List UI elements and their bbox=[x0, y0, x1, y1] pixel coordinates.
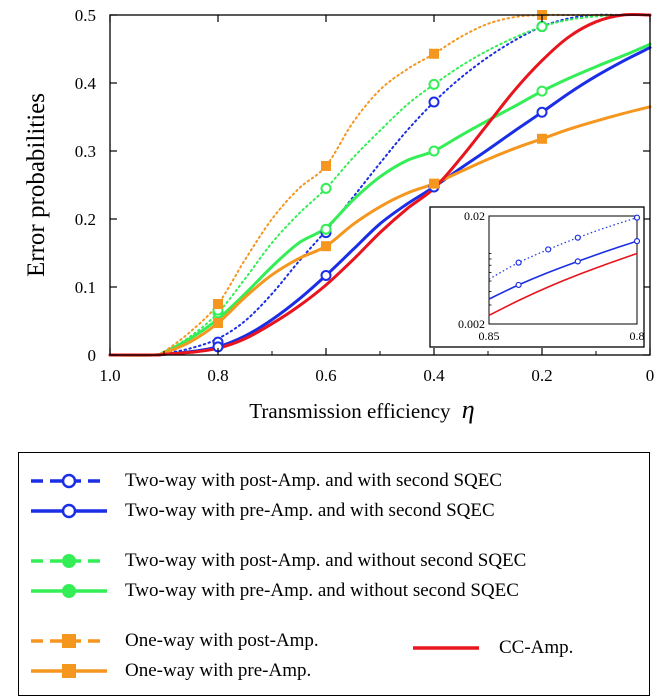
legend-swatch bbox=[31, 473, 107, 489]
inset-data-point bbox=[515, 259, 522, 266]
series-line-cc-amp bbox=[108, 13, 652, 357]
y-tick-label: 0 bbox=[88, 346, 97, 365]
inset-y-tick-label: 0.02 bbox=[464, 209, 485, 223]
x-tick-label: 0 bbox=[646, 366, 655, 385]
series-line-two-way-with-post-amp-and-with-second-sqec bbox=[109, 13, 651, 357]
legend-label: Two-way with post-Amp. and without secon… bbox=[125, 550, 527, 571]
x-tick-label: 1.0 bbox=[99, 366, 120, 385]
legend-item-one-way-pre-amp: One-way with pre-Amp. bbox=[27, 659, 327, 683]
inset-data-point bbox=[545, 246, 552, 253]
legend-label: One-way with post-Amp. bbox=[125, 630, 319, 651]
series-line-two-way-with-post-amp-and-without-second-sqec bbox=[109, 13, 651, 357]
data-point bbox=[536, 106, 548, 118]
inset-data-point bbox=[574, 234, 581, 241]
x-axis-label-symbol: η bbox=[462, 395, 475, 424]
data-point bbox=[320, 269, 332, 281]
legend-label: CC-Amp. bbox=[499, 637, 574, 658]
data-point bbox=[537, 133, 547, 144]
series-layer bbox=[108, 13, 652, 357]
data-point bbox=[536, 85, 548, 97]
inset-series-line-cc-amp bbox=[488, 252, 638, 317]
legend-swatch bbox=[31, 664, 107, 678]
y-tick-label: 0.1 bbox=[75, 278, 96, 297]
data-point bbox=[428, 78, 440, 90]
x-tick-label: 0.4 bbox=[423, 366, 445, 385]
y-tick-label: 0.5 bbox=[75, 6, 96, 25]
legend-label: Two-way with pre-Amp. and without second… bbox=[125, 580, 519, 601]
markers-layer bbox=[212, 10, 548, 353]
legend-swatch bbox=[31, 584, 107, 598]
legend-swatch bbox=[31, 503, 107, 519]
data-point bbox=[213, 299, 223, 309]
data-point bbox=[321, 241, 331, 252]
data-point bbox=[320, 223, 332, 235]
error-probability-chart: 1.0 0.8 0.6 0.4 0.2 0 0 0.1 0.2 0.3 0.4 0.5 Error p… bbox=[23, 6, 655, 424]
inset-ticks-layer: 0.85 0.8 0.02 0.002 bbox=[458, 209, 645, 343]
inset-data-point bbox=[515, 281, 522, 289]
legend: Two-way with post-Amp. and with second S… bbox=[18, 452, 650, 696]
inset-data-point bbox=[633, 238, 641, 245]
inset-x-tick-label: 0.8 bbox=[630, 329, 645, 343]
inset-frame bbox=[488, 215, 638, 325]
ticks-layer: 1.0 0.8 0.6 0.4 0.2 0 0 0.1 0.2 0.3 0.4 0.5 bbox=[75, 6, 655, 385]
legend-item-two-way-pre-amp-without-sqec: Two-way with pre-Amp. and without second… bbox=[27, 579, 647, 603]
legend-label: Two-way with post-Amp. and with second S… bbox=[125, 470, 503, 491]
data-point bbox=[321, 160, 331, 171]
series-line-two-way-with-pre-amp-and-without-second-sqec bbox=[108, 42, 652, 357]
x-axis-label: Transmission efficiency η bbox=[249, 395, 474, 424]
legend-swatch bbox=[413, 646, 479, 650]
data-point bbox=[428, 96, 440, 108]
series-line-one-way-with-pre-amp bbox=[108, 105, 652, 357]
y-tick-label: 0.2 bbox=[75, 210, 96, 229]
data-point bbox=[213, 318, 223, 329]
legend-item-two-way-pre-amp-with-sqec: Two-way with pre-Amp. and with second SQ… bbox=[27, 499, 627, 523]
inset-series-line-two-way-with-post-amp-and-with-second-sqec bbox=[488, 217, 638, 280]
data-point bbox=[429, 48, 439, 59]
inset-y-tick-label: 0.002 bbox=[458, 317, 485, 331]
x-tick-label: 0.2 bbox=[531, 366, 552, 385]
legend-swatch bbox=[31, 554, 107, 568]
series-line-one-way-with-post-amp bbox=[109, 13, 651, 357]
legend-item-two-way-post-amp-without-sqec: Two-way with post-Amp. and without secon… bbox=[27, 549, 647, 573]
data-point bbox=[429, 178, 439, 189]
inset-series-layer bbox=[488, 214, 641, 317]
legend-item-two-way-post-amp-with-sqec: Two-way with post-Amp. and with second S… bbox=[27, 469, 627, 493]
y-tick-label: 0.4 bbox=[75, 74, 97, 93]
inset-plot: 0.85 0.8 0.02 0.002 bbox=[429, 206, 645, 348]
legend-label: Two-way with pre-Amp. and with second SQ… bbox=[125, 500, 495, 521]
legend-label: One-way with pre-Amp. bbox=[125, 660, 312, 681]
data-point bbox=[536, 21, 548, 33]
y-axis-label: Error probabilities bbox=[23, 93, 50, 277]
x-tick-label: 0.8 bbox=[207, 366, 228, 385]
legend-item-cc-amp: CC-Amp. bbox=[409, 636, 629, 660]
x-axis-label-text: Transmission efficiency bbox=[249, 399, 451, 423]
inset-data-point bbox=[633, 214, 641, 221]
x-tick-label: 0.6 bbox=[315, 366, 336, 385]
data-point bbox=[428, 145, 440, 157]
inset-x-tick-label: 0.85 bbox=[479, 329, 500, 343]
legend-item-one-way-post-amp: One-way with post-Amp. bbox=[27, 629, 327, 653]
inset-data-point bbox=[574, 258, 581, 265]
y-tick-label: 0.3 bbox=[75, 142, 96, 161]
data-point bbox=[320, 182, 332, 194]
legend-swatch bbox=[31, 634, 107, 648]
